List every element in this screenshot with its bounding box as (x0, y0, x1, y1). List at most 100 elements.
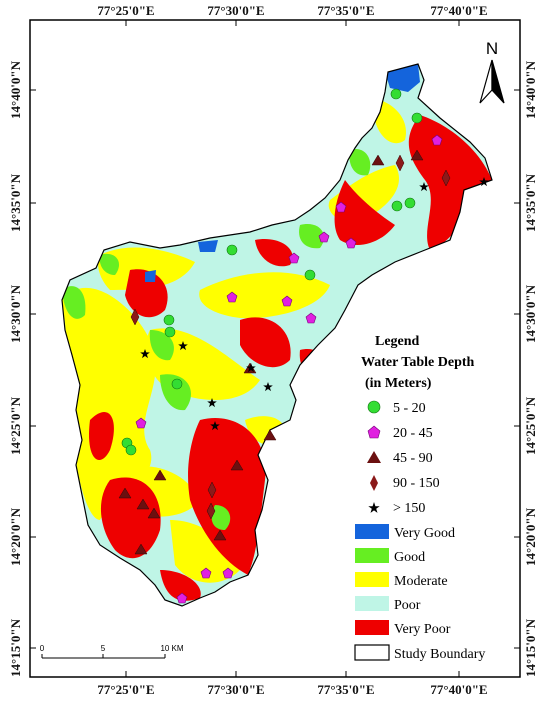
left-lat-label: 14°20'0"N (8, 507, 23, 566)
left-lat-label: 14°35'0"N (8, 173, 23, 232)
well-45-90 (410, 149, 424, 161)
wells-layer (118, 88, 489, 604)
legend-title: Legend (375, 334, 420, 349)
legend-zone-label: Very Poor (394, 622, 451, 637)
well-gt-150 (246, 363, 256, 373)
north-label: N (486, 39, 498, 58)
legend-zone-label: Very Good (394, 526, 455, 541)
well-gt-150 (263, 382, 273, 392)
left-lat-label: 14°25'0"N (8, 396, 23, 455)
well-gt-150 (207, 398, 217, 408)
bottom-lon-label: 77°40'0"E (430, 682, 487, 697)
bottom-lon-label: 77°25'0"E (97, 682, 154, 697)
well-5-20 (391, 200, 403, 212)
legend-zone-label: Good (394, 550, 425, 565)
scale-bar: 0 5 10 KM (40, 644, 184, 659)
legend-swatch-very-good (355, 524, 389, 539)
good-zone (62, 149, 371, 530)
right-lat-label: 14°15'0"N (523, 618, 538, 677)
well-20-45 (335, 201, 347, 213)
left-lat-label: 14°40'0"N (8, 60, 23, 119)
frame-ticks (30, 20, 520, 677)
top-lon-label: 77°25'0"E (97, 3, 154, 18)
well-20-45 (288, 252, 300, 264)
well-20-45 (431, 134, 443, 146)
legend-circle-icon (367, 400, 381, 414)
legend-triangle-icon (367, 451, 381, 463)
legend-subtitle: Water Table Depth (361, 355, 475, 370)
well-45-90 (136, 498, 150, 510)
legend-swatch-moderate (355, 572, 389, 587)
scale-label: 10 KM (160, 644, 183, 653)
well-5-20 (404, 197, 416, 209)
well-5-20 (164, 326, 176, 338)
legend-depth-label: 90 - 150 (393, 476, 440, 491)
well-90-150 (441, 169, 451, 187)
right-lat-label: 14°25'0"N (523, 396, 538, 455)
well-20-45 (222, 567, 234, 579)
well-45-90 (371, 154, 385, 166)
top-lon-label: 77°40'0"E (430, 3, 487, 18)
well-45-90 (147, 507, 161, 519)
well-gt-150 (140, 349, 150, 359)
legend-swatch-poor (355, 596, 389, 611)
well-90-150 (395, 154, 405, 172)
well-90-150 (206, 502, 216, 520)
legend-diamond-icon (370, 475, 378, 491)
well-20-45 (281, 295, 293, 307)
well-20-45 (226, 291, 238, 303)
well-45-90 (134, 543, 148, 555)
study-boundary (61, 63, 493, 607)
well-20-45 (135, 417, 147, 429)
legend-depth-label: > 150 (393, 501, 425, 516)
well-5-20 (411, 112, 423, 124)
bottom-lon-label: 77°35'0"E (317, 682, 374, 697)
right-lat-label: 14°20'0"N (523, 507, 538, 566)
right-lat-label: 14°40'0"N (523, 60, 538, 119)
left-lat-label: 14°15'0"N (8, 618, 23, 677)
well-45-90 (230, 459, 244, 471)
legend-depth-label: 45 - 90 (393, 451, 433, 466)
well-gt-150 (479, 177, 489, 187)
well-5-20 (390, 88, 402, 100)
legend-swatch-study-boundary (354, 644, 390, 661)
bottom-lon-label: 77°30'0"E (207, 682, 264, 697)
well-90-150 (207, 481, 217, 499)
well-45-90 (118, 487, 132, 499)
right-lat-label: 14°35'0"N (523, 173, 538, 232)
very-poor-zone (89, 115, 492, 601)
legend-zone-label: Poor (394, 598, 421, 613)
wells-gt-150 (140, 177, 489, 431)
legend-swatch-very-poor (355, 620, 389, 635)
left-lat-label: 14°30'0"N (8, 284, 23, 343)
scale-label: 0 (40, 644, 45, 653)
legend-zone-label: Study Boundary (394, 647, 485, 662)
well-20-45 (345, 237, 357, 249)
top-lon-label: 77°35'0"E (317, 3, 374, 18)
top-lon-label: 77°30'0"E (207, 3, 264, 18)
well-20-45 (200, 567, 212, 579)
north-arrow-icon: N (479, 39, 505, 104)
legend-swatch-good (355, 548, 389, 563)
wells-20-45 (135, 134, 443, 604)
legend-depth-label: 5 - 20 (393, 401, 426, 416)
well-5-20 (304, 269, 316, 281)
well-gt-150 (419, 182, 429, 192)
well-5-20 (125, 444, 137, 456)
well-45-90 (263, 429, 277, 441)
well-45-90 (153, 469, 167, 481)
legend-zone-label: Moderate (394, 574, 448, 589)
scale-label: 5 (101, 644, 106, 653)
legend-depth-label: 20 - 45 (393, 426, 433, 441)
wells-90-150 (130, 154, 451, 520)
well-20-45 (318, 231, 330, 243)
right-lat-label: 14°30'0"N (523, 284, 538, 343)
well-gt-150 (178, 341, 188, 351)
well-20-45 (305, 312, 317, 324)
legend-star-icon (368, 502, 380, 513)
well-90-150 (130, 308, 140, 326)
well-gt-150 (210, 421, 220, 431)
legend: Legend Water Table Depth (in Meters) 5 -… (354, 334, 485, 662)
well-45-90 (213, 529, 227, 541)
